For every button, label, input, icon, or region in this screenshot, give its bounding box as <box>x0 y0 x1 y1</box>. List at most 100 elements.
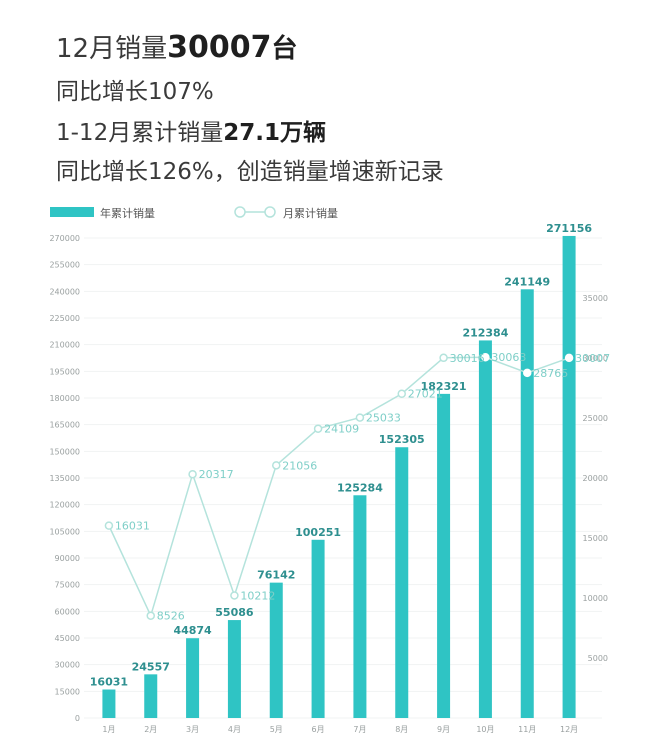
bar <box>562 235 576 718</box>
y-left-tick-label: 165000 <box>49 421 80 430</box>
bar <box>395 447 409 718</box>
line-value-label: 21056 <box>282 459 317 472</box>
y-left-tick-label: 270000 <box>49 234 80 243</box>
axes: 0 15000 30000 45000 60000 75000 90000 105000 120… <box>49 234 608 734</box>
bar-value-label: 55086 <box>215 606 254 619</box>
bar-value-label: 182321 <box>421 380 467 393</box>
y-right-tick-label: 35000 <box>583 294 608 303</box>
x-tick-label: 3月 <box>186 725 199 734</box>
line-value-label: 30016 <box>450 352 485 365</box>
bar <box>269 582 283 718</box>
x-tick-label: 7月 <box>353 725 366 734</box>
y-right-tick-label: 30000 <box>583 354 608 363</box>
bar-value-label: 16031 <box>90 676 128 689</box>
line-point <box>104 521 114 530</box>
x-tick-label: 12月 <box>560 725 578 734</box>
line-point <box>313 424 323 433</box>
headline-cumulative-sales: 1-12月累计销量27.1万辆 <box>56 113 326 147</box>
x-tick-label: 8月 <box>395 725 408 734</box>
bar <box>186 638 200 718</box>
headline-december-value: 30007 <box>167 30 272 65</box>
line-point <box>355 413 365 422</box>
bars <box>102 235 576 718</box>
bar-value-label: 44874 <box>173 624 212 637</box>
headline-december-prefix: 12月销量 <box>56 34 168 64</box>
line-value-label: 25033 <box>366 412 401 425</box>
y-right-tick-label: 25000 <box>583 414 608 423</box>
line-value-label: 28765 <box>533 367 568 380</box>
y-right-tick-label: 5000 <box>588 654 608 663</box>
sales-chart: 0 15000 30000 45000 60000 75000 90000 105000 120… <box>49 206 610 734</box>
headline-yoy-growth: 同比增长107% <box>56 79 214 105</box>
y-right-tick-label: 10000 <box>583 594 608 603</box>
x-tick-label: 4月 <box>228 725 241 734</box>
x-tick-label: 11月 <box>518 725 536 734</box>
headline-december-suffix: 台 <box>271 34 298 64</box>
y-left-tick-label: 30000 <box>55 661 80 670</box>
x-tick-label: 9月 <box>437 725 450 734</box>
line-value-label: 24109 <box>324 423 359 436</box>
line-value-label: 27021 <box>408 388 443 401</box>
y-left-tick-label: 90000 <box>55 554 80 563</box>
y-right-tick-label: 20000 <box>583 474 608 483</box>
line-value-label: 10212 <box>240 589 275 602</box>
bar-value-label: 76142 <box>257 569 295 582</box>
legend: 年累计销量 月累计销量 <box>50 206 338 220</box>
line-point <box>272 461 281 470</box>
bar <box>520 289 534 718</box>
y-left-tick-label: 105000 <box>49 527 80 536</box>
legend-bar-label: 年累计销量 <box>100 206 155 220</box>
line-value-label: 30063 <box>491 351 526 364</box>
x-tick-label: 6月 <box>312 725 325 734</box>
line-series <box>108 356 570 618</box>
legend-line-marker <box>264 206 276 218</box>
y-left-tick-label: 210000 <box>49 341 80 350</box>
bar-value-label: 271156 <box>546 222 592 235</box>
grid <box>84 237 602 719</box>
line-point <box>439 353 448 363</box>
line-value-label: 30007 <box>575 352 610 365</box>
y-left-tick-label: 255000 <box>49 261 80 270</box>
bar-value-label: 125284 <box>337 481 383 494</box>
x-tick-label: 2月 <box>144 725 157 734</box>
bar <box>144 674 158 718</box>
bar-value-label: 24557 <box>132 660 170 673</box>
headline-cumulative-prefix: 1-12月累计销量 <box>56 120 224 146</box>
legend-line-label: 月累计销量 <box>283 206 338 220</box>
line-point <box>230 591 239 600</box>
y-left-tick-label: 225000 <box>49 314 80 323</box>
y-left-tick-label: 120000 <box>49 501 80 510</box>
y-left-tick-label: 150000 <box>49 447 80 456</box>
line-point <box>481 352 490 362</box>
line-point <box>397 389 406 398</box>
legend-line-marker <box>234 206 246 218</box>
y-left-tick-label: 0 <box>75 714 80 723</box>
monthly-line <box>104 352 574 620</box>
headline-cumulative-growth: 同比增长126%，创造销量增速新记录 <box>56 159 444 185</box>
headline-december-sales: 12月销量30007台 <box>56 28 297 65</box>
bar-value-label: 100251 <box>295 526 341 539</box>
legend-bar-swatch <box>50 207 94 217</box>
y-left-tick-label: 135000 <box>49 474 80 483</box>
x-tick-label: 5月 <box>270 725 283 734</box>
y-left-tick-label: 75000 <box>55 581 80 590</box>
y-left-tick-label: 15000 <box>55 687 80 696</box>
x-tick-label: 10月 <box>476 725 494 734</box>
bar <box>478 340 492 718</box>
line-point <box>188 469 197 479</box>
y-right-tick-label: 15000 <box>583 534 608 543</box>
bar <box>437 393 451 718</box>
y-left-tick-label: 60000 <box>55 607 80 616</box>
y-left-tick-label: 195000 <box>49 367 80 376</box>
bar <box>102 689 116 718</box>
bar <box>227 620 241 718</box>
x-tick-label: 1月 <box>102 725 115 734</box>
headline-cumulative-value: 27.1万辆 <box>223 120 326 146</box>
bar <box>311 539 325 718</box>
line-value-label: 16031 <box>115 520 150 533</box>
bar <box>353 495 367 718</box>
y-left-tick-label: 45000 <box>55 634 80 643</box>
line-point <box>523 368 532 378</box>
y-left-tick-label: 180000 <box>49 394 80 403</box>
